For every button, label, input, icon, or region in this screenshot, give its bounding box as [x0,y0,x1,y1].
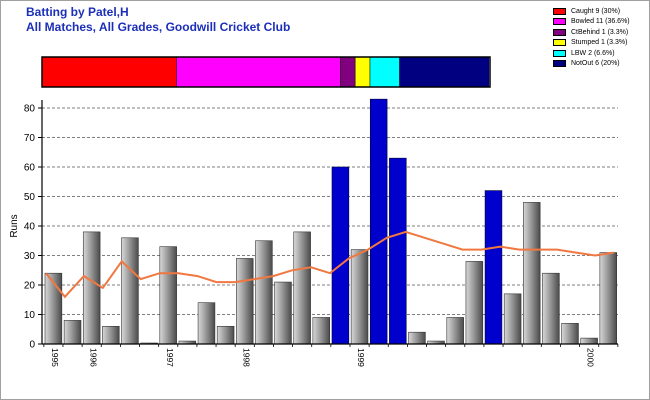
y-axis-title: Runs [9,214,20,237]
average-series [45,230,615,299]
legend-label: Caught 9 (30%) [571,7,621,15]
legend-item: NotOut 6 (20%) [553,59,630,70]
y-tick-label: 0 [29,340,35,351]
legend-label: Stumped 1 (3.3%) [571,39,628,47]
legend-label: NotOut 6 (20%) [571,60,620,68]
legend-swatch [553,60,566,68]
dismissal-segment [369,57,400,87]
legend-item: Stumped 1 (3.3%) [553,38,630,49]
bar-out [523,202,541,345]
dismissal-segment [176,57,341,87]
bar-out [255,240,273,345]
bar-out [121,237,139,345]
bar-out [197,302,216,345]
bar-out [408,331,426,345]
legend: Caught 9 (30%) Bowled 11 (36.6%) CtBehin… [553,6,630,69]
bar-out [561,323,579,345]
legend-item: Bowled 11 (36.6%) [553,17,630,28]
y-tick-label: 50 [24,192,36,203]
y-tick-label: 40 [24,222,36,233]
chart-title: Batting by Patel,H [26,5,129,19]
bar-out [503,293,522,345]
legend-swatch [553,39,566,47]
axes: 0 10 20 30 40 50 60 70 80 1995 1996 1997 1998 1999 200… [9,100,619,367]
bar-out [63,320,82,345]
bar-out [274,281,292,345]
legend-swatch [553,49,566,57]
bar-out [350,249,369,345]
bar-not-out [331,166,350,345]
legend-label: CtBehind 1 (3.3%) [571,28,629,36]
legend-item: CtBehind 1 (3.3%) [553,27,630,38]
bar-not-out [484,190,503,345]
bar-out [599,252,618,345]
y-tick-label: 60 [24,163,36,174]
chart-subtitle: All Matches, All Grades, Goodwill Cricke… [26,20,291,34]
season-label: 1998 [241,348,251,367]
dismissal-segment [355,57,370,87]
season-label: 1999 [356,348,366,367]
y-tick-label: 80 [24,104,36,115]
legend-swatch [553,7,566,15]
bar-out [580,337,598,345]
average-line [45,230,615,299]
season-label: 1996 [88,348,98,367]
bar-out [236,258,254,345]
dismissal-bar-outline [41,56,491,88]
bar-series [44,98,618,345]
bar-out [102,325,120,345]
season-label: 2000 [586,348,596,367]
legend-swatch [553,28,566,36]
y-tick-label: 10 [24,310,36,321]
bar-not-out [389,157,407,345]
y-tick-label: 20 [24,281,36,292]
season-label: 1995 [50,348,60,367]
bar-out [293,231,311,345]
season-label: 1997 [165,348,175,367]
legend-label: LBW 2 (6.6%) [571,49,615,57]
bar-out [216,325,235,345]
dismissal-bar [41,56,491,88]
bar-out [542,272,560,345]
legend-swatch [553,18,566,26]
y-tick-label: 70 [24,133,36,144]
y-tick-label: 30 [24,251,36,262]
legend-item: LBW 2 (6.6%) [553,48,630,59]
bar-out [446,317,464,345]
dismissal-segment [399,57,490,87]
bar-out [159,246,177,345]
bar-out [312,317,331,345]
dismissal-segment [42,57,177,87]
legend-label: Bowled 11 (36.6%) [571,18,630,26]
bar-out [82,231,101,345]
legend-item: Caught 9 (30%) [553,6,630,17]
bar-not-out [369,98,388,345]
bar-out [465,261,484,345]
dismissal-segment [340,57,356,87]
